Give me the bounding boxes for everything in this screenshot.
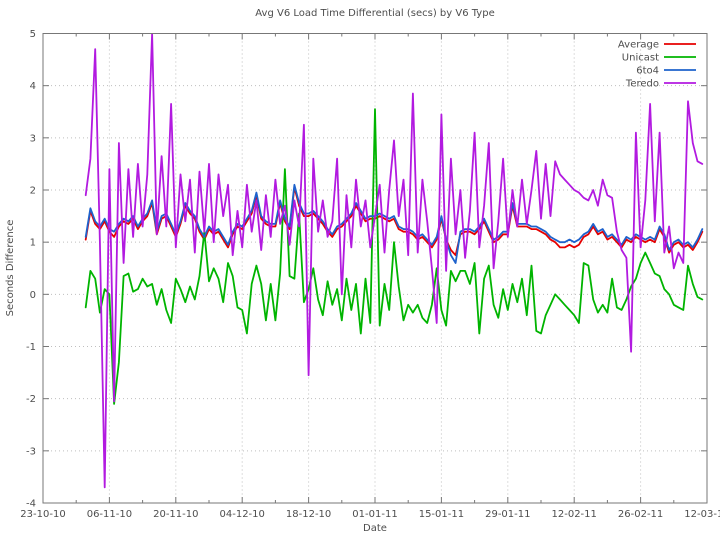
data-series bbox=[84, 33, 704, 489]
y-tick-label: -1 bbox=[26, 342, 36, 353]
grid-lines bbox=[43, 33, 707, 503]
x-tick-label: 29-01-11 bbox=[485, 509, 530, 520]
x-tick-labels: 23-10-10 06-11-10 20-11-10 04-12-10 18-12-10… bbox=[20, 509, 720, 520]
y-tick-label: 4 bbox=[30, 81, 36, 92]
x-tick-label: 18-12-10 bbox=[286, 509, 331, 520]
x-tick-label: 23-10-10 bbox=[20, 509, 65, 520]
legend-label-unicast: Unicast bbox=[622, 53, 659, 64]
legend-label-teredo: Teredo bbox=[625, 79, 659, 90]
x-tick-label: 01-01-11 bbox=[352, 509, 397, 520]
y-tick-label: -2 bbox=[26, 394, 36, 405]
y-tick-label: 1 bbox=[30, 238, 36, 249]
x-tick-label: 04-12-10 bbox=[220, 509, 265, 520]
chart-title: Avg V6 Load Time Differential (secs) by … bbox=[255, 8, 494, 19]
legend-label-average: Average bbox=[618, 40, 659, 51]
series-line-6to4 bbox=[84, 183, 704, 264]
x-tick-label: 06-11-10 bbox=[87, 509, 132, 520]
y-tick-label: 0 bbox=[30, 290, 36, 301]
series-line-unicast bbox=[84, 108, 704, 405]
x-tick-label: 20-11-10 bbox=[153, 509, 198, 520]
y-tick-label: 5 bbox=[30, 29, 36, 40]
y-tick-labels: -4 -3 -2 -1 0 1 2 3 4 5 bbox=[26, 29, 36, 510]
series-line-teredo bbox=[84, 33, 704, 489]
y-tick-label: 2 bbox=[30, 186, 36, 197]
y-tick-label: -4 bbox=[26, 499, 36, 510]
x-tick-label: 15-01-11 bbox=[419, 509, 464, 520]
x-tick-label: 12-03-11 bbox=[684, 509, 720, 520]
axis-ticks bbox=[42, 33, 708, 504]
legend-label-6to4: 6to4 bbox=[636, 66, 659, 77]
y-tick-label: -3 bbox=[26, 446, 36, 457]
legend: Average Unicast 6to4 Teredo bbox=[618, 40, 696, 90]
x-tick-label: 12-02-11 bbox=[552, 509, 597, 520]
series-line-average bbox=[84, 186, 704, 257]
x-axis-label: Date bbox=[363, 523, 387, 534]
y-axis-label: Seconds Difference bbox=[5, 220, 16, 317]
x-tick-label: 26-02-11 bbox=[618, 509, 663, 520]
y-tick-label: 3 bbox=[30, 133, 36, 144]
plot-border bbox=[42, 33, 708, 504]
